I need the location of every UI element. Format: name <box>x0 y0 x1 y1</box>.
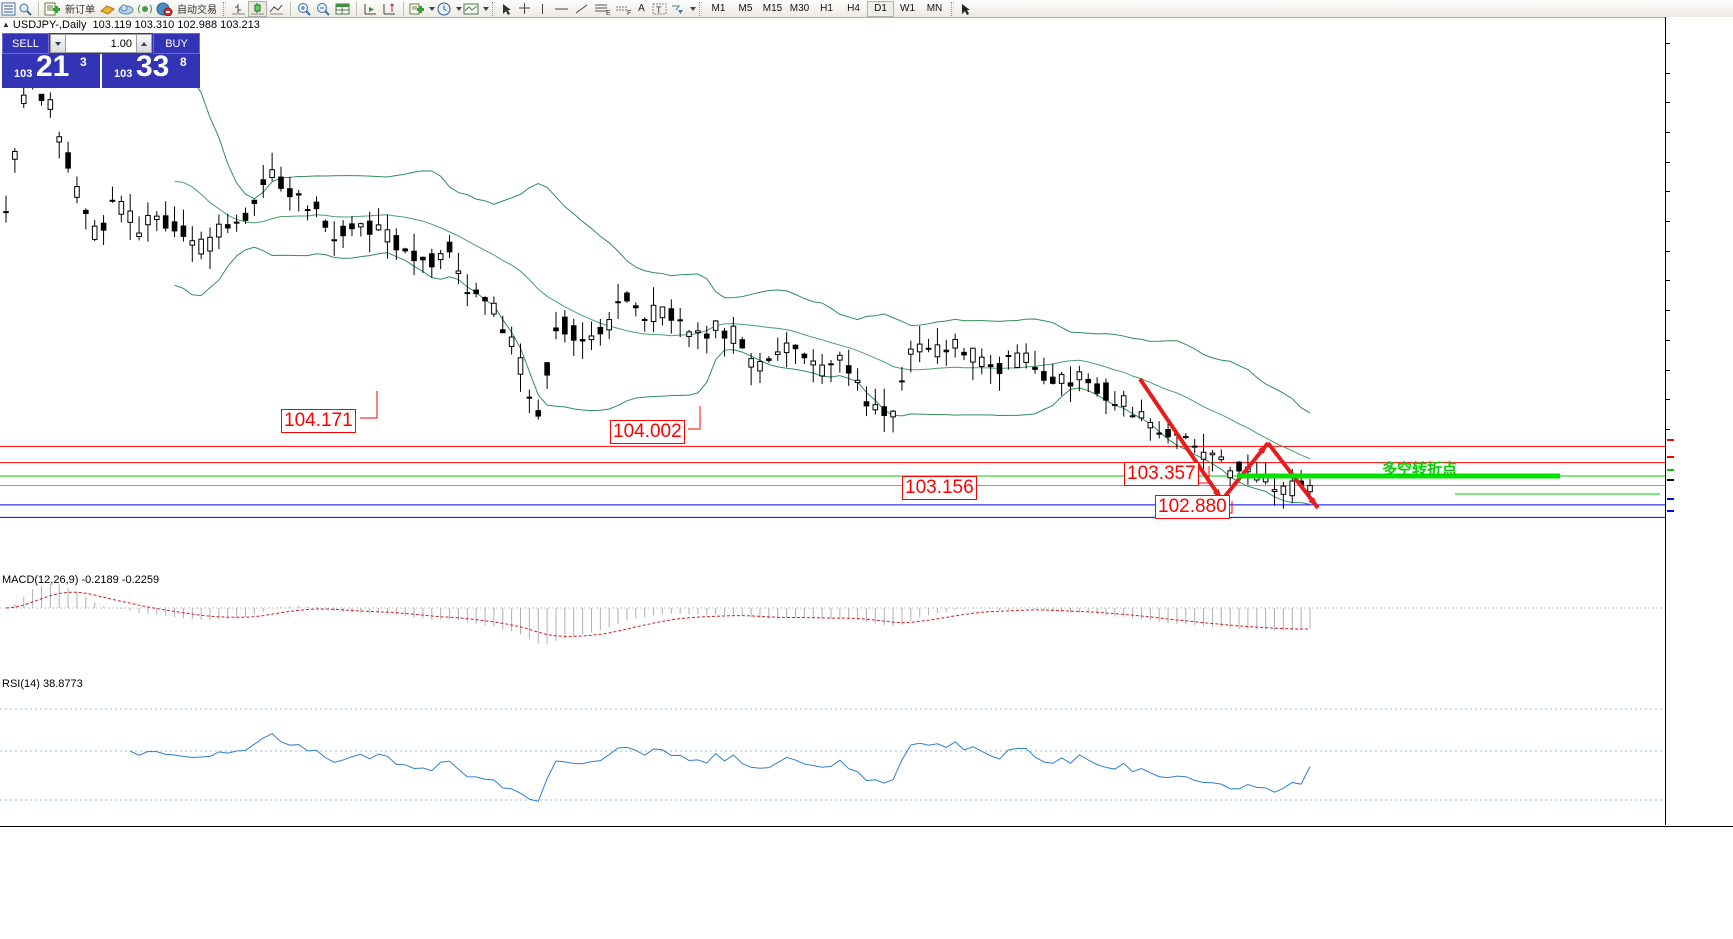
price-chart-pane[interactable] <box>0 31 1665 526</box>
templates-icon[interactable] <box>462 1 481 17</box>
svg-text:T: T <box>656 5 662 15</box>
cloud-icon[interactable] <box>117 1 136 17</box>
auto-scroll-icon[interactable] <box>361 1 380 17</box>
vertical-line-icon[interactable] <box>534 1 551 17</box>
chart-gold-icon[interactable] <box>98 1 117 17</box>
time-axis <box>0 826 1733 939</box>
price-scale[interactable] <box>1665 17 1733 825</box>
timeframe-m30[interactable]: M30 <box>789 3 810 14</box>
sell-price[interactable]: 103 21 3 <box>2 50 100 88</box>
rsi-label: RSI(14) 38.8773 <box>2 678 83 690</box>
price-level-label[interactable] <box>1667 497 1674 500</box>
annotation-103-357: 103.357 <box>1124 462 1199 486</box>
timeframe-mn[interactable]: MN <box>926 3 943 14</box>
periods-dropdown-caret[interactable] <box>456 6 462 11</box>
price-chart-svg <box>0 53 1665 518</box>
grid-icon[interactable] <box>333 1 352 17</box>
list-icon[interactable] <box>0 1 17 17</box>
rsi-chart-svg <box>0 708 1665 802</box>
annotation-104-002: 104.002 <box>610 420 685 444</box>
shapes-dropdown-caret[interactable] <box>690 6 696 11</box>
timeframe-d1[interactable]: D1 <box>867 0 894 17</box>
timeframe-m15[interactable]: M15 <box>762 3 783 14</box>
price-level-label[interactable] <box>1667 439 1674 442</box>
sell-button[interactable]: SELL <box>2 33 49 54</box>
annotation-103-156: 103.156 <box>902 476 977 500</box>
zoom-in-icon[interactable] <box>295 1 314 17</box>
new-order-icon[interactable] <box>43 1 62 17</box>
buy-button[interactable]: BUY <box>153 33 200 54</box>
templates-dropdown-caret[interactable] <box>483 6 489 11</box>
signal-icon[interactable] <box>136 1 155 17</box>
sell-price-prefix: 103 <box>14 68 33 80</box>
sell-price-fraction: 3 <box>80 55 87 69</box>
volume-decrement-button[interactable] <box>50 34 66 53</box>
cursor-icon[interactable] <box>498 1 515 17</box>
price-level-label[interactable] <box>1667 469 1674 472</box>
fibonacci-icon[interactable]: E <box>591 1 612 17</box>
macd-pane[interactable] <box>0 574 1665 670</box>
new-order-label[interactable]: 新订单 <box>65 5 95 16</box>
text-object-icon[interactable]: T <box>650 1 669 17</box>
timeframe-w1[interactable]: W1 <box>900 3 915 14</box>
timeframe-h4[interactable]: H4 <box>847 3 860 14</box>
symbol-name: USDJPY-,Daily <box>12 18 87 31</box>
timeframe-group: M1 M5 M15 M30 H1 H4 D1 W1 MN <box>705 0 948 17</box>
macd-chart-svg <box>0 583 1665 645</box>
symbol-ohlc: 103.119 103.310 102.988 103.213 <box>92 18 260 31</box>
svg-text:E: E <box>606 10 611 16</box>
buy-price[interactable]: 103 33 8 <box>100 50 200 88</box>
auto-trade-label[interactable]: 自动交易 <box>177 5 217 16</box>
svg-text:F: F <box>627 10 631 16</box>
rsi-pane[interactable] <box>0 677 1665 825</box>
bar-chart-icon[interactable] <box>229 1 248 17</box>
macd-label: MACD(12,26,9) -0.2189 -0.2259 <box>2 574 160 586</box>
sell-price-main: 21 <box>36 50 70 83</box>
annotation-turning-point: 多空转折点 <box>1382 460 1458 478</box>
volume-input[interactable]: 1.00 <box>66 34 136 53</box>
annotation-104-171: 104.171 <box>281 409 356 433</box>
price-level-label[interactable] <box>1667 478 1674 481</box>
shapes-icon[interactable] <box>669 1 688 17</box>
line-chart-icon[interactable] <box>267 1 286 17</box>
trendline-icon[interactable] <box>572 1 591 17</box>
crosshair-icon[interactable] <box>515 1 534 17</box>
candlestick-chart-icon[interactable] <box>248 0 267 17</box>
indicators-dropdown-caret[interactable] <box>429 6 435 11</box>
equidistant-channel-icon[interactable]: F <box>612 1 633 17</box>
periods-icon[interactable] <box>435 1 454 17</box>
buy-price-prefix: 103 <box>114 68 133 80</box>
horizontal-line-icon[interactable] <box>551 1 572 17</box>
zoom-out-icon[interactable] <box>314 1 333 17</box>
buy-price-fraction: 8 <box>180 55 187 69</box>
timeframe-h1[interactable]: H1 <box>820 3 833 14</box>
one-click-trade-panel[interactable]: SELL 1.00 BUY 103 21 3 103 33 8 <box>2 33 200 88</box>
price-level-label[interactable] <box>1667 455 1674 458</box>
chart-shift-icon[interactable] <box>380 1 399 17</box>
pointer-icon[interactable] <box>957 1 974 17</box>
magnifier-icon[interactable] <box>17 1 34 17</box>
timeframe-m5[interactable]: M5 <box>738 3 753 14</box>
symbol-info-bar: ▲ USDJPY-,Daily 103.119 103.310 102.988 … <box>0 18 1733 31</box>
main-toolbar: 新订单 自动交易 <box>0 0 1733 18</box>
annotation-102-880: 102.880 <box>1155 495 1230 519</box>
volume-increment-button[interactable] <box>136 34 152 53</box>
indicators-icon[interactable] <box>408 1 427 17</box>
buy-price-main: 33 <box>136 50 170 83</box>
collapse-triangle-icon[interactable]: ▲ <box>2 20 10 29</box>
expert-advisor-icon[interactable] <box>155 1 174 17</box>
text-label-icon[interactable]: A <box>638 3 645 14</box>
timeframe-m1[interactable]: M1 <box>711 3 726 14</box>
price-level-label[interactable] <box>1667 510 1674 513</box>
